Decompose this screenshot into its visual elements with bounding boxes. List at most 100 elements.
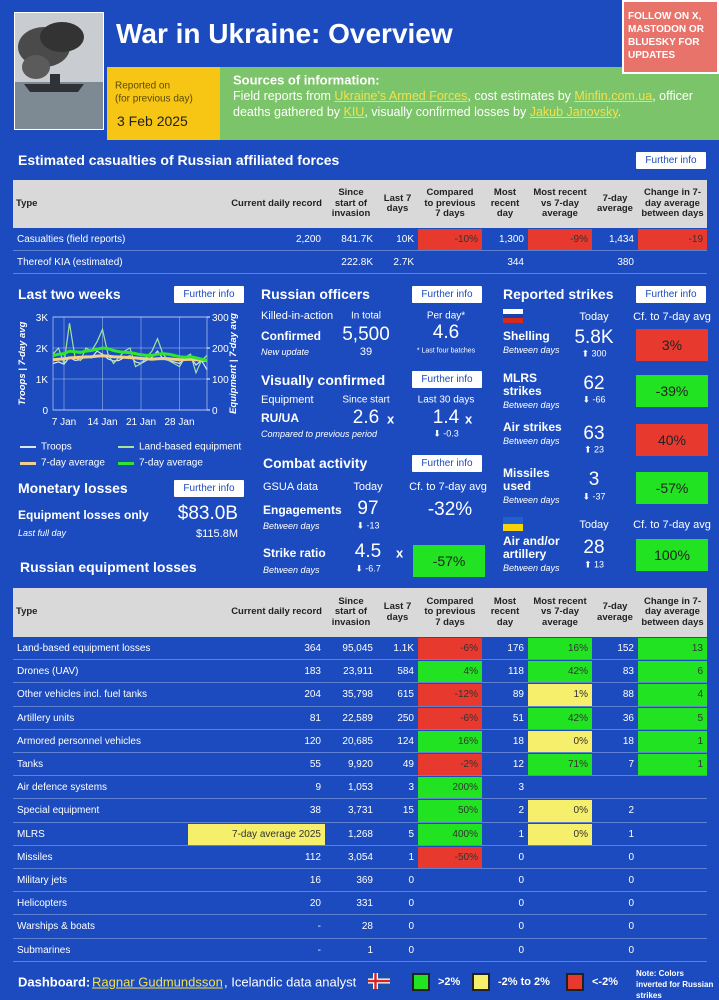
table-cell: 36: [622, 712, 634, 724]
column-header: Current daily record: [231, 197, 322, 209]
metric-value: 1.4: [432, 407, 460, 428]
plot-area: [52, 316, 208, 411]
strike-sub: Between days: [503, 563, 560, 573]
label: Cf. to 7-day avg: [633, 311, 711, 323]
table-cell: Land-based equipment losses: [17, 643, 151, 655]
metric-value: -32%: [427, 499, 473, 520]
label: Today: [579, 311, 609, 323]
column-header: Change in 7-day average between days: [641, 595, 704, 628]
x-tick-label: 14 Jan: [87, 417, 117, 428]
trend-chart: 0 1K 2K 3K 0 100 200 300 7 Jan 14 Jan 21 Jan 28 Jan…: [17, 313, 239, 428]
further-info-button[interactable]: Further info: [174, 480, 244, 497]
label: Today: [579, 519, 609, 531]
table-cell: 18: [622, 735, 634, 747]
y-tick-label: 2K: [36, 344, 49, 355]
further-info-button[interactable]: Further info: [636, 286, 706, 303]
table-row: [13, 823, 707, 846]
table-cell: 12: [512, 759, 524, 771]
date-panel: [107, 67, 220, 140]
author-link[interactable]: Ragnar Gudmundsson: [92, 974, 223, 990]
cell-fill: [638, 229, 707, 250]
label: 39: [359, 346, 373, 358]
indicator-box: -57%: [413, 545, 485, 577]
column-header: Since start of invasion: [331, 187, 371, 220]
x-tick-label: 28 Jan: [164, 417, 194, 428]
source-link[interactable]: Minfin.com.ua: [574, 89, 653, 103]
table-cell: 176: [507, 643, 524, 655]
legend-swatch: [118, 445, 134, 448]
table-cell: 0%: [573, 735, 588, 747]
strike-name-group: Air strikes Between days: [503, 421, 563, 447]
x-tick-label: 7 Jan: [52, 417, 76, 428]
table-cell: Casualties (field reports): [17, 234, 126, 245]
table-cell: 0: [628, 944, 634, 956]
source-link[interactable]: Ukraine's Armed Forces: [334, 89, 468, 103]
column-header: Change in 7-day average between days: [641, 187, 704, 220]
table-cell: -19: [688, 234, 703, 245]
source-link[interactable]: Jakub Janovsky: [529, 105, 618, 119]
metric-change: ⬆ 300: [581, 348, 607, 359]
column-header: Since start of invasion: [331, 595, 371, 628]
table-cell: 0: [408, 898, 414, 910]
table-cell: MLRS: [17, 828, 45, 840]
table-cell: 0: [518, 921, 524, 933]
reported-label: Reported on: [115, 80, 171, 92]
column-header: Most recent vs 7-day average: [533, 187, 587, 220]
further-info-button[interactable]: Further info: [636, 152, 706, 169]
label: ⬇ -13: [356, 520, 380, 531]
section-title: Estimated casualties of Russian affiliat…: [18, 152, 340, 168]
label: x: [465, 411, 473, 427]
further-info-button[interactable]: Further info: [412, 371, 482, 388]
label: Last 30 days: [417, 394, 475, 406]
table-cell: -50%: [454, 851, 478, 863]
further-info-button[interactable]: Further info: [174, 286, 244, 303]
table-cell: 3,731: [347, 805, 373, 817]
table-cell: 1,053: [347, 782, 373, 794]
indicator-box: -57%: [636, 472, 708, 504]
source-text: , officer deaths gathered by: [233, 89, 693, 119]
label: In total: [350, 310, 382, 322]
cell-fill: [418, 638, 482, 660]
table-cell: 95,045: [342, 643, 373, 655]
follow-text: FOLLOW ON X, MASTODON OR BLUESKY FOR UPD…: [628, 11, 704, 61]
table-cell: 615: [397, 689, 414, 701]
table-cell: 49: [402, 759, 414, 771]
table-cell: 28: [361, 921, 373, 933]
further-info-button[interactable]: Further info: [412, 286, 482, 303]
table-cell: 18: [512, 735, 524, 747]
metric-change: ⬇ -37: [582, 491, 606, 502]
strike-name: Air and/or artillery: [503, 534, 560, 561]
table-row: [13, 228, 707, 251]
table-cell: 124: [397, 735, 414, 747]
source-link[interactable]: KIU: [343, 105, 365, 119]
strike-sub: Between days: [503, 436, 560, 446]
y2-tick-label: 0: [212, 406, 218, 417]
cell-fill: [528, 754, 592, 776]
further-info-button[interactable]: Further info: [412, 455, 482, 472]
table-cell: 20: [309, 898, 321, 910]
cell-fill: [528, 730, 592, 752]
cell-fill: [528, 823, 592, 845]
table-cell: Tanks: [17, 759, 44, 771]
cell-fill: [418, 229, 482, 250]
table-cell: 0: [628, 898, 634, 910]
section-title: Last two weeks: [18, 286, 121, 302]
metric-sub-value: $115.8M: [196, 528, 238, 540]
label: Dashboard:: [18, 974, 91, 990]
table-cell: 344: [507, 257, 524, 268]
legend-swatch: [566, 973, 584, 991]
legend-swatch: [118, 461, 134, 465]
table-cell: 16%: [567, 643, 588, 655]
table-cell: 2: [628, 805, 634, 817]
table-cell: 112: [305, 851, 321, 863]
table-cell: 20,685: [342, 735, 373, 747]
legend-label: 7-day average: [41, 457, 105, 469]
table-cell: 400%: [452, 828, 478, 840]
table-header: [13, 588, 707, 637]
table-cell: 81: [309, 712, 321, 724]
legend-label: Land-based equipment: [139, 441, 242, 453]
table-row: [13, 251, 707, 274]
cell-fill: [418, 684, 482, 706]
y2-tick-label: 100: [212, 375, 229, 386]
